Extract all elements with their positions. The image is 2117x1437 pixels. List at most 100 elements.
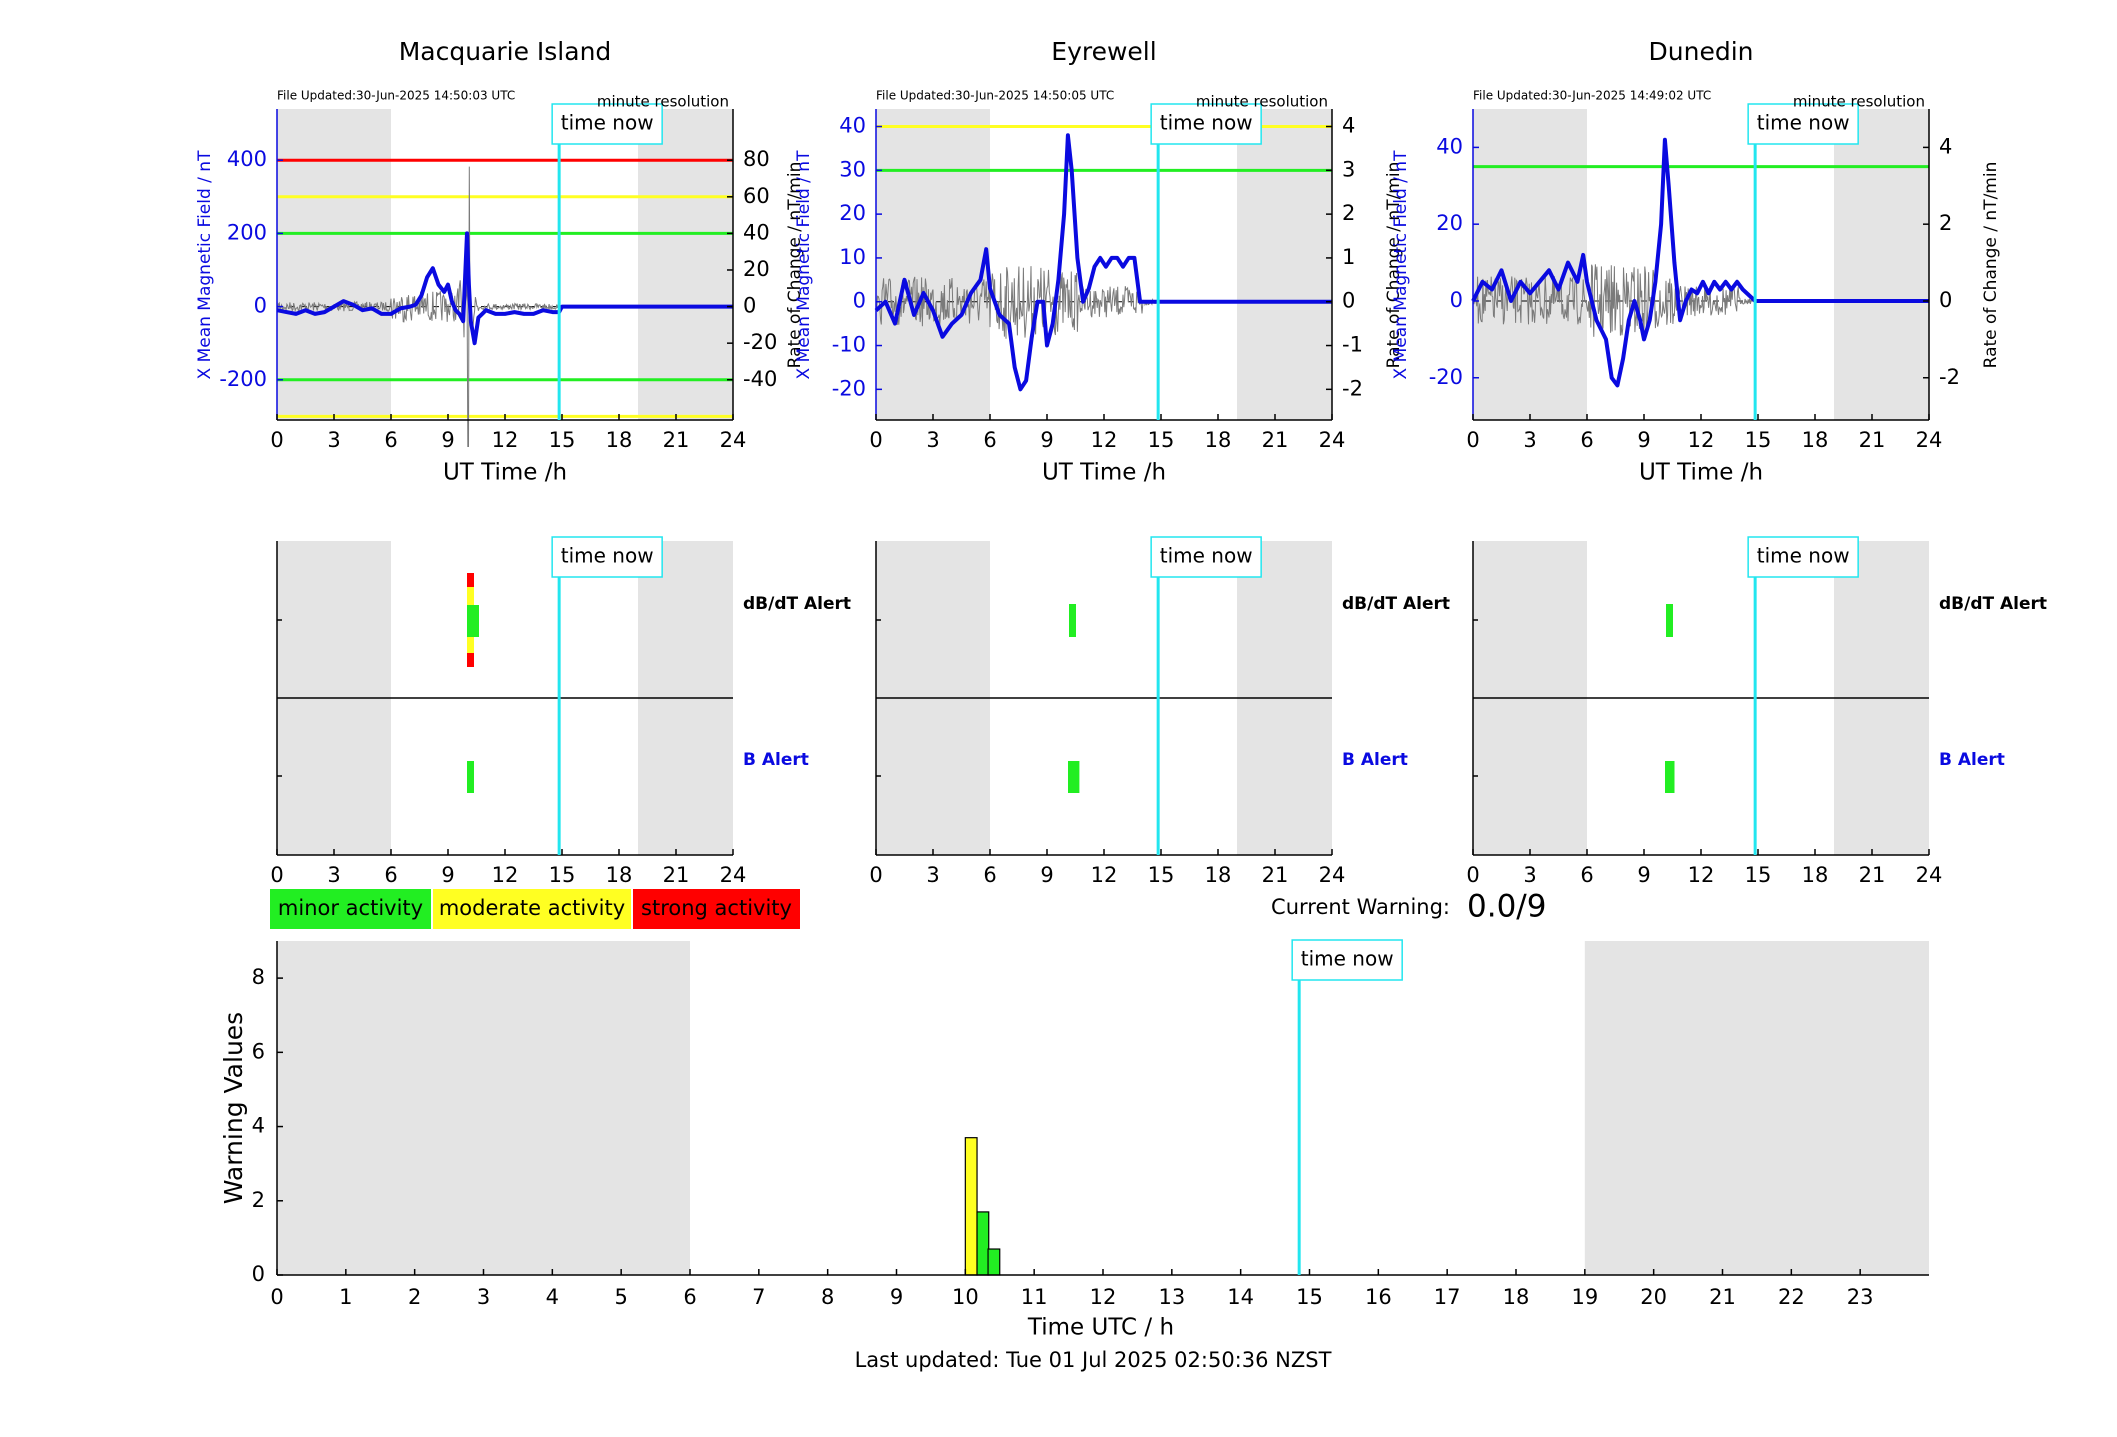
warning-x-tick-label: 14: [1227, 1285, 1254, 1309]
dbdt-alert-label: dB/dT Alert: [743, 594, 851, 614]
y-tick-label: 0: [853, 289, 866, 313]
time-now-alert-0-label-box: [551, 536, 663, 578]
x-tick-label: 21: [1859, 428, 1886, 452]
file-updated-text: File Updated:30-Jun-2025 14:50:05 UTC: [876, 89, 1114, 103]
alert-x-tick-label: 12: [1091, 863, 1118, 887]
warning-y-tick-label: 0: [252, 1262, 265, 1286]
y-tick-label: 40: [839, 114, 866, 138]
y-tick-label: 20: [1436, 211, 1463, 235]
x-tick-label: 24: [1319, 428, 1346, 452]
y-right-tick-label: 80: [743, 147, 770, 171]
y-right-tick-label: 2: [1939, 211, 1952, 235]
warning-x-tick-label: 20: [1640, 1285, 1667, 1309]
alert-x-tick-label: 21: [1859, 863, 1886, 887]
warning-x-tick-label: 3: [477, 1285, 490, 1309]
time-now-warning-label-box: [1291, 939, 1403, 981]
warning-x-tick-label: 1: [339, 1285, 352, 1309]
station-title: Eyrewell: [1051, 37, 1156, 66]
warning-x-tick-label: 10: [952, 1285, 979, 1309]
b-alert-label: B Alert: [1342, 750, 1408, 770]
y-right-tick-label: -2: [1939, 365, 1960, 389]
time-now-top-2-label-box: [1747, 103, 1859, 145]
y-right-tick-label: 20: [743, 257, 770, 281]
station-title: Macquarie Island: [399, 37, 612, 66]
minute-resolution-text: minute resolution: [1196, 93, 1328, 111]
x-axis-label: UT Time /h: [1639, 460, 1763, 486]
y-right-tick-label: -1: [1342, 333, 1363, 357]
background-layer: [277, 109, 1929, 1275]
y-tick-label: -200: [219, 367, 267, 391]
night-shade: [638, 109, 733, 420]
field-series-line: [276, 231, 733, 346]
warning-y-label: Warning Values: [219, 1012, 248, 1204]
warning-x-tick-label: 5: [614, 1285, 627, 1309]
warning-x-tick-label: 0: [270, 1285, 283, 1309]
alert-x-tick-label: 24: [1916, 863, 1943, 887]
y-right-tick-label: 0: [743, 294, 756, 318]
y-right-tick-label: 60: [743, 184, 770, 208]
warning-x-tick-label: 23: [1847, 1285, 1874, 1309]
time-now-top-1-label: time now: [1160, 111, 1253, 135]
y-tick-label: 400: [227, 147, 267, 171]
current-warning-label: Current Warning:: [1271, 895, 1450, 919]
alert-x-tick-label: 18: [1205, 863, 1232, 887]
x-tick-label: 3: [327, 428, 340, 452]
warning-y-tick-label: 2: [252, 1188, 265, 1212]
warning-x-tick-label: 4: [546, 1285, 559, 1309]
field-series-line: [874, 133, 1332, 392]
legend-swatch-2: [633, 889, 800, 929]
alert-x-tick-label: 12: [492, 863, 519, 887]
x-tick-label: 9: [1637, 428, 1650, 452]
alert-x-tick-label: 9: [1040, 863, 1053, 887]
minute-resolution-text: minute resolution: [597, 93, 729, 111]
marks-layer: [270, 103, 1930, 1276]
alert-x-tick-label: 21: [663, 863, 690, 887]
station-title: Dunedin: [1649, 37, 1754, 66]
time-now-alert-2-label: time now: [1757, 544, 1850, 568]
alert-x-tick-label: 6: [1580, 863, 1593, 887]
alert-x-tick-label: 18: [1802, 863, 1829, 887]
x-tick-label: 0: [270, 428, 283, 452]
x-tick-label: 21: [663, 428, 690, 452]
b-alert-bar: [1068, 761, 1080, 793]
legend-label-2: strong activity: [641, 896, 792, 920]
warning-y-tick-label: 4: [252, 1114, 265, 1138]
current-warning-value: 0.0/9: [1467, 889, 1546, 925]
x-tick-label: 18: [606, 428, 633, 452]
legend-label-0: minor activity: [278, 896, 423, 920]
x-axis-label: UT Time /h: [1042, 460, 1166, 486]
alert-x-tick-label: 18: [606, 863, 633, 887]
x-tick-label: 6: [1580, 428, 1593, 452]
x-tick-label: 18: [1205, 428, 1232, 452]
y-tick-label: 0: [1450, 288, 1463, 312]
dbdt-alert-minor: [1666, 604, 1673, 637]
warning-x-tick-label: 16: [1365, 1285, 1392, 1309]
alert-panel-0: [276, 536, 734, 856]
y-axis-label: X Mean Magnetic Field / nT: [1391, 150, 1411, 380]
warning-x-label: Time UTC / h: [1027, 1315, 1174, 1341]
alert-x-tick-label: 3: [1523, 863, 1536, 887]
y-tick-label: 40: [1436, 134, 1463, 158]
dbdt-alert-minor: [1069, 604, 1076, 637]
alert-x-tick-label: 9: [1637, 863, 1650, 887]
warning-x-tick-label: 15: [1296, 1285, 1323, 1309]
night-shade: [1584, 941, 1929, 1275]
y-right-axis-label: Rate of Change / nT/min: [785, 162, 805, 369]
x-tick-label: 9: [441, 428, 454, 452]
y-right-tick-label: 40: [743, 220, 770, 244]
y-right-axis-label: Rate of Change / nT/min: [1981, 162, 2001, 369]
warning-chart: [276, 939, 1929, 1276]
time-now-top-0-label-box: [551, 103, 663, 145]
y-tick-label: -20: [832, 376, 866, 400]
y-tick-label: -10: [832, 333, 866, 357]
b-alert-label: B Alert: [1939, 750, 2005, 770]
night-shade: [1237, 109, 1332, 420]
rate-of-change-trace: [1472, 264, 1756, 337]
text-layer: 0 3 6 9 12 15 18 21 24-2000200400-40-20020406080…: [195, 37, 2047, 1372]
alert-x-tick-label: 15: [549, 863, 576, 887]
dbdt-alert-minor: [467, 605, 479, 637]
alert-x-tick-label: 0: [1466, 863, 1479, 887]
y-tick-label: 200: [227, 220, 267, 244]
time-now-alert-2-label-box: [1747, 536, 1859, 578]
x-tick-label: 0: [869, 428, 882, 452]
